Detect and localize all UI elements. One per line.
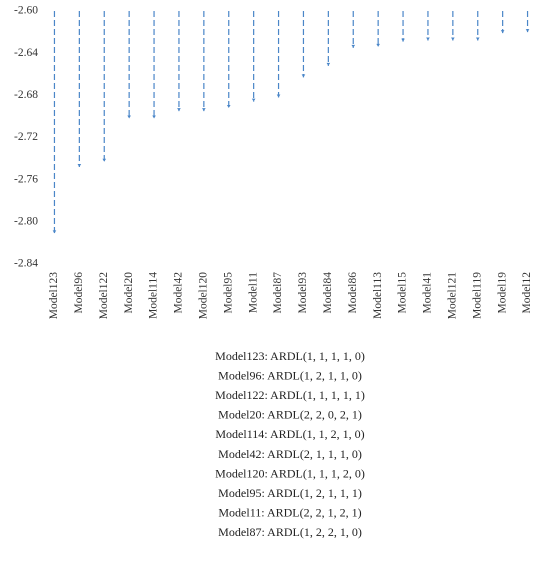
x-tick-label: Model84 [322, 272, 334, 314]
x-tick-label: Model86 [347, 272, 359, 314]
legend-note: Model123: ARDL(1, 1, 1, 1, 0) [215, 349, 365, 363]
legend-note: Model20: ARDL(2, 2, 0, 2, 1) [218, 408, 362, 422]
bar-tip [102, 158, 107, 162]
x-tick-label: Model93 [297, 272, 309, 314]
x-tick-label: Model11 [247, 272, 259, 313]
bar-tip [525, 29, 530, 33]
legend-note: Model11: ARDL(2, 2, 1, 2, 1) [218, 506, 361, 520]
legend-note: Model95: ARDL(1, 2, 1, 1, 1) [218, 486, 362, 500]
x-tick-label: Model123 [48, 272, 60, 320]
y-tick-label: -2.60 [14, 5, 38, 17]
y-tick-label: -2.76 [14, 173, 38, 185]
bar-tip [500, 30, 505, 34]
x-tick-label: Model95 [222, 272, 234, 314]
bar-tip [401, 38, 405, 42]
x-tick-label: Model119 [471, 272, 483, 319]
x-tick-label: Model121 [446, 272, 458, 320]
bar-tip [251, 98, 256, 102]
bar-tip [202, 108, 206, 112]
x-tick-label: Model96 [73, 272, 85, 314]
legend-note: Model96: ARDL(1, 2, 1, 1, 0) [218, 368, 362, 382]
bar-tip [226, 104, 231, 108]
x-tick-label: Model120 [197, 272, 209, 320]
y-tick-label: -2.68 [14, 89, 38, 101]
bar-tip [376, 43, 380, 47]
x-tick-label: Model19 [496, 272, 508, 314]
x-tick-label: Model113 [372, 272, 384, 319]
bar-tip [177, 108, 181, 112]
x-tick-label: Model41 [422, 272, 434, 314]
bar-tip [276, 94, 281, 98]
bar-tip [475, 37, 480, 41]
x-tick-label: Model15 [397, 272, 409, 314]
y-tick-label: -2.80 [14, 215, 38, 227]
x-tick-label: Model87 [272, 272, 284, 314]
legend-note: Model120: ARDL(1, 1, 1, 2, 0) [215, 466, 365, 480]
legend-note: Model122: ARDL(1, 1, 1, 1, 1) [215, 388, 365, 402]
legend-note: Model87: ARDL(1, 2, 2, 1, 0) [218, 525, 362, 539]
x-tick-label: Model12 [521, 272, 533, 314]
y-tick-label: -2.84 [14, 258, 38, 270]
bar-tip [326, 62, 331, 66]
x-tick-label: Model122 [98, 272, 110, 320]
x-tick-label: Model42 [173, 272, 185, 314]
legend-note: Model42: ARDL(2, 1, 1, 1, 0) [218, 447, 362, 461]
bar-tip [52, 230, 57, 234]
y-tick-label: -2.72 [14, 131, 38, 143]
bar-tip [152, 115, 156, 119]
bar-tip [77, 164, 82, 168]
bar-tip [301, 74, 306, 78]
legend-note: Model114: ARDL(1, 1, 2, 1, 0) [215, 427, 364, 441]
bar-tip [426, 37, 430, 41]
bar-tip [451, 37, 455, 41]
y-tick-label: -2.64 [14, 47, 38, 59]
bar-tip [351, 44, 356, 48]
x-tick-label: Model20 [123, 272, 135, 314]
x-tick-label: Model114 [148, 272, 160, 319]
bar-tip [127, 115, 131, 119]
